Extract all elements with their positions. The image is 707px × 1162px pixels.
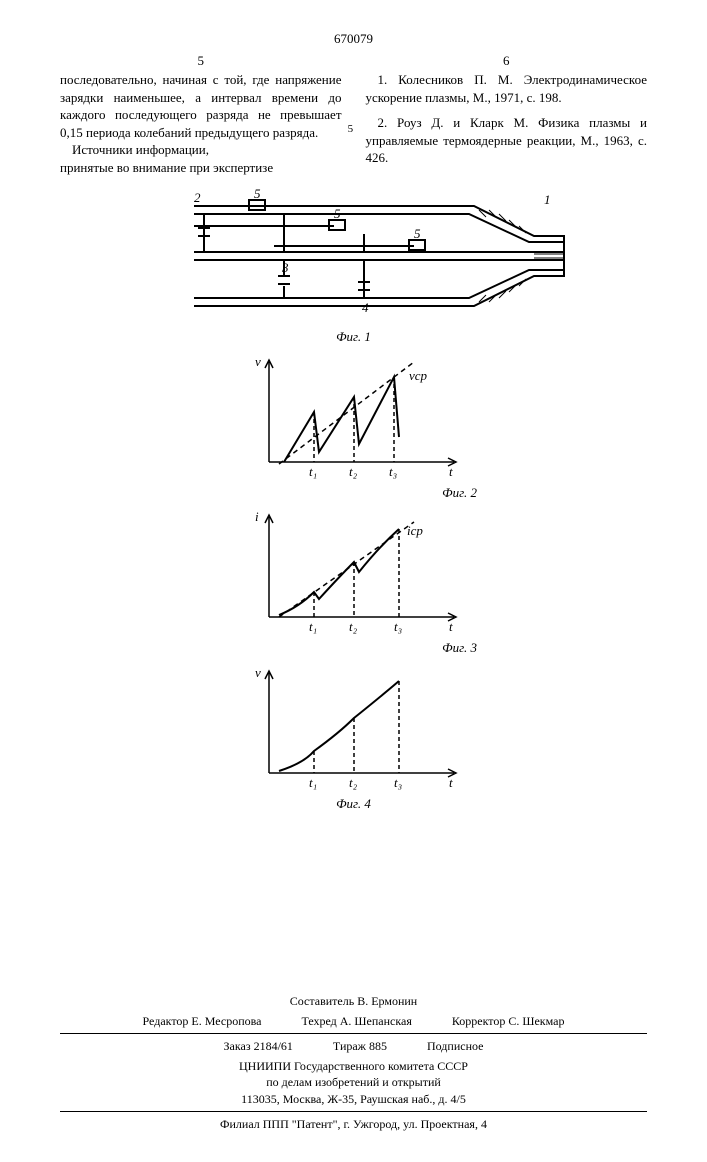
tirage: Тираж 885 — [333, 1038, 387, 1054]
svg-text:iср: iср — [407, 523, 423, 538]
svg-text:vср: vср — [409, 368, 428, 383]
ref1: 1. Колесников П. М. Электродинамическое … — [366, 71, 648, 106]
margin-num: 5 — [348, 122, 354, 137]
doc-number: 670079 — [60, 30, 647, 48]
svg-text:4: 4 — [362, 300, 369, 315]
compiler: Составитель В. Ермонин — [60, 993, 647, 1009]
fig1-label: Фиг. 1 — [60, 328, 647, 346]
org1: ЦНИИПИ Государственного комитета СССР — [60, 1058, 647, 1074]
fig4-label: Фиг. 4 — [60, 795, 647, 813]
fig4-svg: v t t₁ t₂ t₃ — [239, 663, 469, 793]
svg-text:5: 5 — [254, 186, 261, 201]
para2-line1: Источники информации, — [60, 141, 342, 159]
svg-text:v: v — [255, 665, 261, 680]
svg-text:t: t — [449, 775, 453, 790]
fig2-svg: v t t₁ t₂ t₃ vср — [239, 352, 469, 482]
svg-text:t₁: t₁ — [309, 619, 317, 634]
svg-text:t₂: t₂ — [349, 464, 358, 479]
left-column: 5 последовательно, начиная с той, где на… — [60, 52, 342, 177]
svg-text:t: t — [449, 464, 453, 479]
footer: Составитель В. Ермонин Редактор Е. Месро… — [60, 993, 647, 1132]
svg-text:t: t — [449, 619, 453, 634]
svg-text:1: 1 — [544, 192, 551, 207]
col-num-left: 5 — [60, 52, 342, 70]
svg-text:t₁: t₁ — [309, 464, 317, 479]
svg-text:3: 3 — [281, 260, 289, 275]
svg-text:t₃: t₃ — [389, 464, 397, 479]
svg-text:5: 5 — [414, 226, 421, 241]
svg-text:t₂: t₂ — [349, 619, 358, 634]
svg-text:t₂: t₂ — [349, 775, 358, 790]
svg-text:t₁: t₁ — [309, 775, 317, 790]
para2-line2: принятые во внимание при экспертизе — [60, 159, 342, 177]
fig3-svg: i t t₁ t₂ t₃ iср — [239, 507, 469, 637]
svg-text:t₃: t₃ — [394, 775, 402, 790]
col-num-right: 6 — [366, 52, 648, 70]
fig1-svg: 1 2 3 4 5 5 5 — [134, 186, 574, 326]
text-columns: 5 последовательно, начиная с той, где на… — [60, 52, 647, 177]
sign: Подписное — [427, 1038, 484, 1054]
addr: 113035, Москва, Ж-35, Раушская наб., д. … — [60, 1091, 647, 1107]
svg-text:v: v — [255, 354, 261, 369]
editor: Редактор Е. Месропова — [143, 1013, 262, 1029]
ref2: 2. Роуз Д. и Кларк М. Физика плазмы и уп… — [366, 114, 648, 167]
org2: по делам изобретений и открытий — [60, 1074, 647, 1090]
order: Заказ 2184/61 — [224, 1038, 293, 1054]
svg-text:2: 2 — [194, 190, 201, 205]
svg-text:t₃: t₃ — [394, 619, 402, 634]
svg-text:5: 5 — [334, 206, 341, 221]
branch: Филиал ППП "Патент", г. Ужгород, ул. Про… — [60, 1116, 647, 1132]
fig3-label: Фиг. 3 — [60, 639, 647, 657]
right-column: 6 1. Колесников П. М. Электродинамическо… — [366, 52, 648, 177]
para1: последовательно, начиная с той, где напр… — [60, 71, 342, 141]
svg-text:i: i — [255, 509, 259, 524]
corrector: Корректор С. Шекмар — [452, 1013, 565, 1029]
tech: Техред А. Шепанская — [301, 1013, 411, 1029]
fig2-label: Фиг. 2 — [60, 484, 647, 502]
figures-block: 1 2 3 4 5 5 5 Фиг. 1 v t t₁ — [60, 186, 647, 812]
